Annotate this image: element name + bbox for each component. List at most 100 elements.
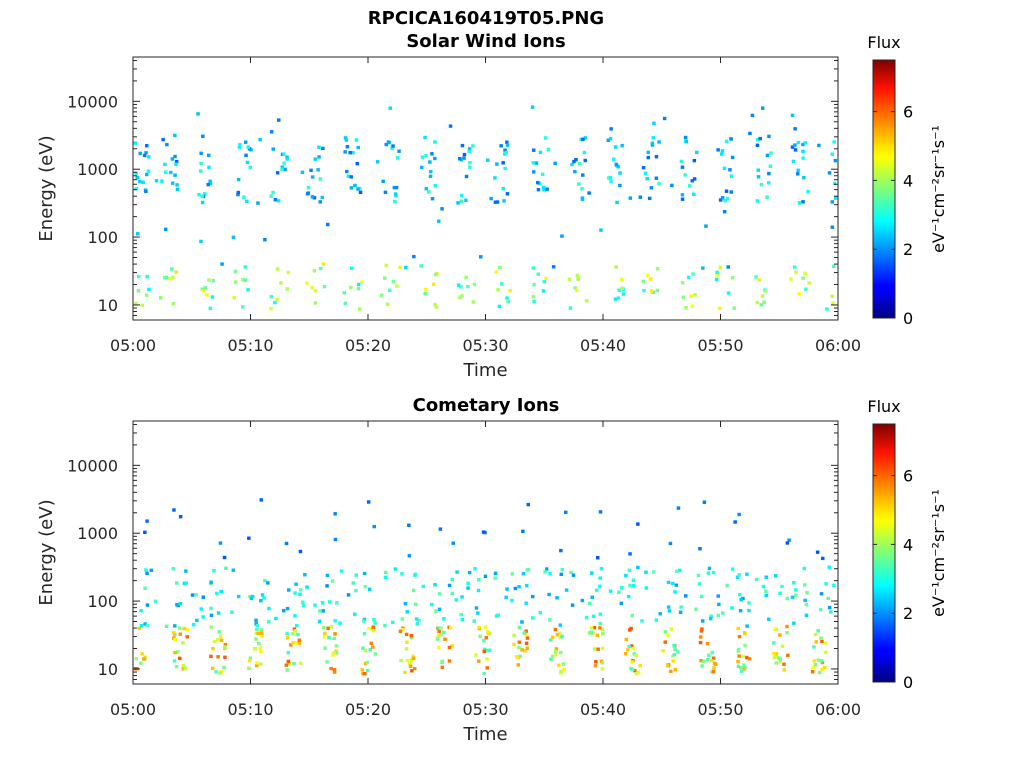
spectrogram-cell <box>823 641 828 645</box>
spectrogram-cell <box>243 140 248 144</box>
spectrogram-cell <box>139 624 144 628</box>
spectrogram-cell <box>400 627 405 632</box>
spectrogram-cell <box>363 648 368 653</box>
spectrogram-cell <box>738 593 742 597</box>
spectrogram-cell <box>466 586 470 590</box>
spectrogram-cell <box>241 277 245 282</box>
spectrogram-cell <box>560 634 564 639</box>
spectrogram-cell <box>550 654 555 659</box>
spectrogram-cell <box>510 598 514 603</box>
spectrogram-cell <box>236 192 240 197</box>
spectrogram-cell <box>512 633 516 638</box>
spectrogram-cell <box>581 137 585 141</box>
spectrogram-cell <box>258 137 262 142</box>
spectrogram-cell <box>442 630 446 635</box>
spectrogram-cell <box>210 295 215 299</box>
spectrogram-cell <box>298 592 302 596</box>
spectrogram-cell <box>346 593 351 597</box>
spectrogram-cell <box>320 601 325 605</box>
spectrogram-cell <box>643 171 648 175</box>
spectrogram-cell <box>397 149 401 153</box>
spectrogram-cell <box>200 194 204 199</box>
spectrogram-cell <box>574 158 578 162</box>
spectrogram-cell <box>793 148 798 152</box>
spectrogram-cell <box>499 144 503 148</box>
spectrogram-cell <box>170 181 175 185</box>
spectrogram-cell <box>609 127 613 131</box>
spectrogram-cell <box>332 651 336 655</box>
spectrogram-cell <box>720 196 725 200</box>
spectrogram-cell <box>391 620 395 625</box>
spectrogram-cell <box>448 626 453 630</box>
spectrogram-cell <box>536 180 540 185</box>
spectrogram-cell <box>170 157 175 161</box>
spectrogram-cell <box>244 153 248 157</box>
spectrogram-cell <box>636 670 641 675</box>
spectrogram-cell <box>145 571 149 575</box>
spectrogram-cell <box>759 303 764 307</box>
spectrogram-cell <box>532 148 536 152</box>
spectrogram-cell <box>601 631 605 636</box>
spectrogram-cell <box>165 142 169 147</box>
spectrogram-cell <box>687 275 691 280</box>
spectrogram-cell <box>708 616 713 621</box>
spectrogram-cell <box>321 609 325 613</box>
spectrogram-cell <box>424 288 428 292</box>
spectrogram-cell <box>455 570 459 574</box>
spectrogram-cell <box>294 582 298 586</box>
spectrogram-cell <box>292 661 296 666</box>
spectrogram-cell <box>730 155 735 160</box>
spectrogram-cell <box>353 612 357 616</box>
spectrogram-cell <box>654 176 659 180</box>
spectrogram-cell <box>173 154 177 159</box>
spectrogram-cell <box>313 603 317 607</box>
spectrogram-cell <box>821 556 825 561</box>
spectrogram-cell <box>297 641 301 645</box>
spectrogram-cell <box>334 651 339 655</box>
spectrogram-cell <box>326 222 330 227</box>
spectrogram-cell <box>293 629 298 633</box>
spectrogram-cell <box>383 575 388 580</box>
spectrogram-cell <box>405 610 409 614</box>
spectrogram-cell <box>466 285 470 289</box>
spectrogram-cell <box>423 291 427 296</box>
spectrogram-cell <box>627 568 632 573</box>
spectrogram-cell <box>175 603 179 607</box>
spectrogram-cell <box>282 152 286 156</box>
spectrogram-cell <box>778 659 782 663</box>
x-tick-label: 05:40 <box>580 700 626 719</box>
spectrogram-cell <box>357 307 362 311</box>
spectrogram-cell <box>580 187 584 191</box>
spectrogram-cell <box>400 572 404 576</box>
spectrogram-cell <box>503 148 507 152</box>
spectrogram-cell <box>289 643 293 647</box>
spectrogram-cell <box>134 187 138 191</box>
spectrogram-cell <box>247 536 251 540</box>
spectrogram-cell <box>241 305 245 309</box>
spectrogram-cell <box>638 195 643 199</box>
spectrogram-cell <box>679 605 683 609</box>
spectrogram-cell <box>354 138 359 142</box>
spectrogram-cell <box>501 161 505 165</box>
spectrogram-cell <box>484 636 488 640</box>
spectrogram-cell <box>398 265 402 269</box>
spectrogram-cell <box>716 594 720 598</box>
spectrogram-cell <box>590 595 594 599</box>
spectrogram-cell <box>724 139 729 144</box>
spectrogram-cell <box>645 176 649 181</box>
spectrogram-cell <box>769 151 773 155</box>
spectrogram-cell <box>584 616 589 620</box>
spectrogram-cell <box>737 654 741 658</box>
spectrogram-cell <box>706 571 711 575</box>
spectrogram-cell <box>312 196 317 200</box>
spectrogram-cell <box>813 632 818 637</box>
spectrogram-cell <box>201 595 205 599</box>
spectrogram-cell <box>368 647 373 652</box>
spectrogram-cell <box>683 135 688 140</box>
spectrogram-cell <box>589 626 594 630</box>
spectrogram-cell <box>728 168 732 172</box>
spectrogram-cell <box>557 663 561 667</box>
spectrogram-cell <box>365 660 369 665</box>
spectrogram-cell <box>811 666 815 670</box>
spectrogram-cell <box>386 140 391 144</box>
